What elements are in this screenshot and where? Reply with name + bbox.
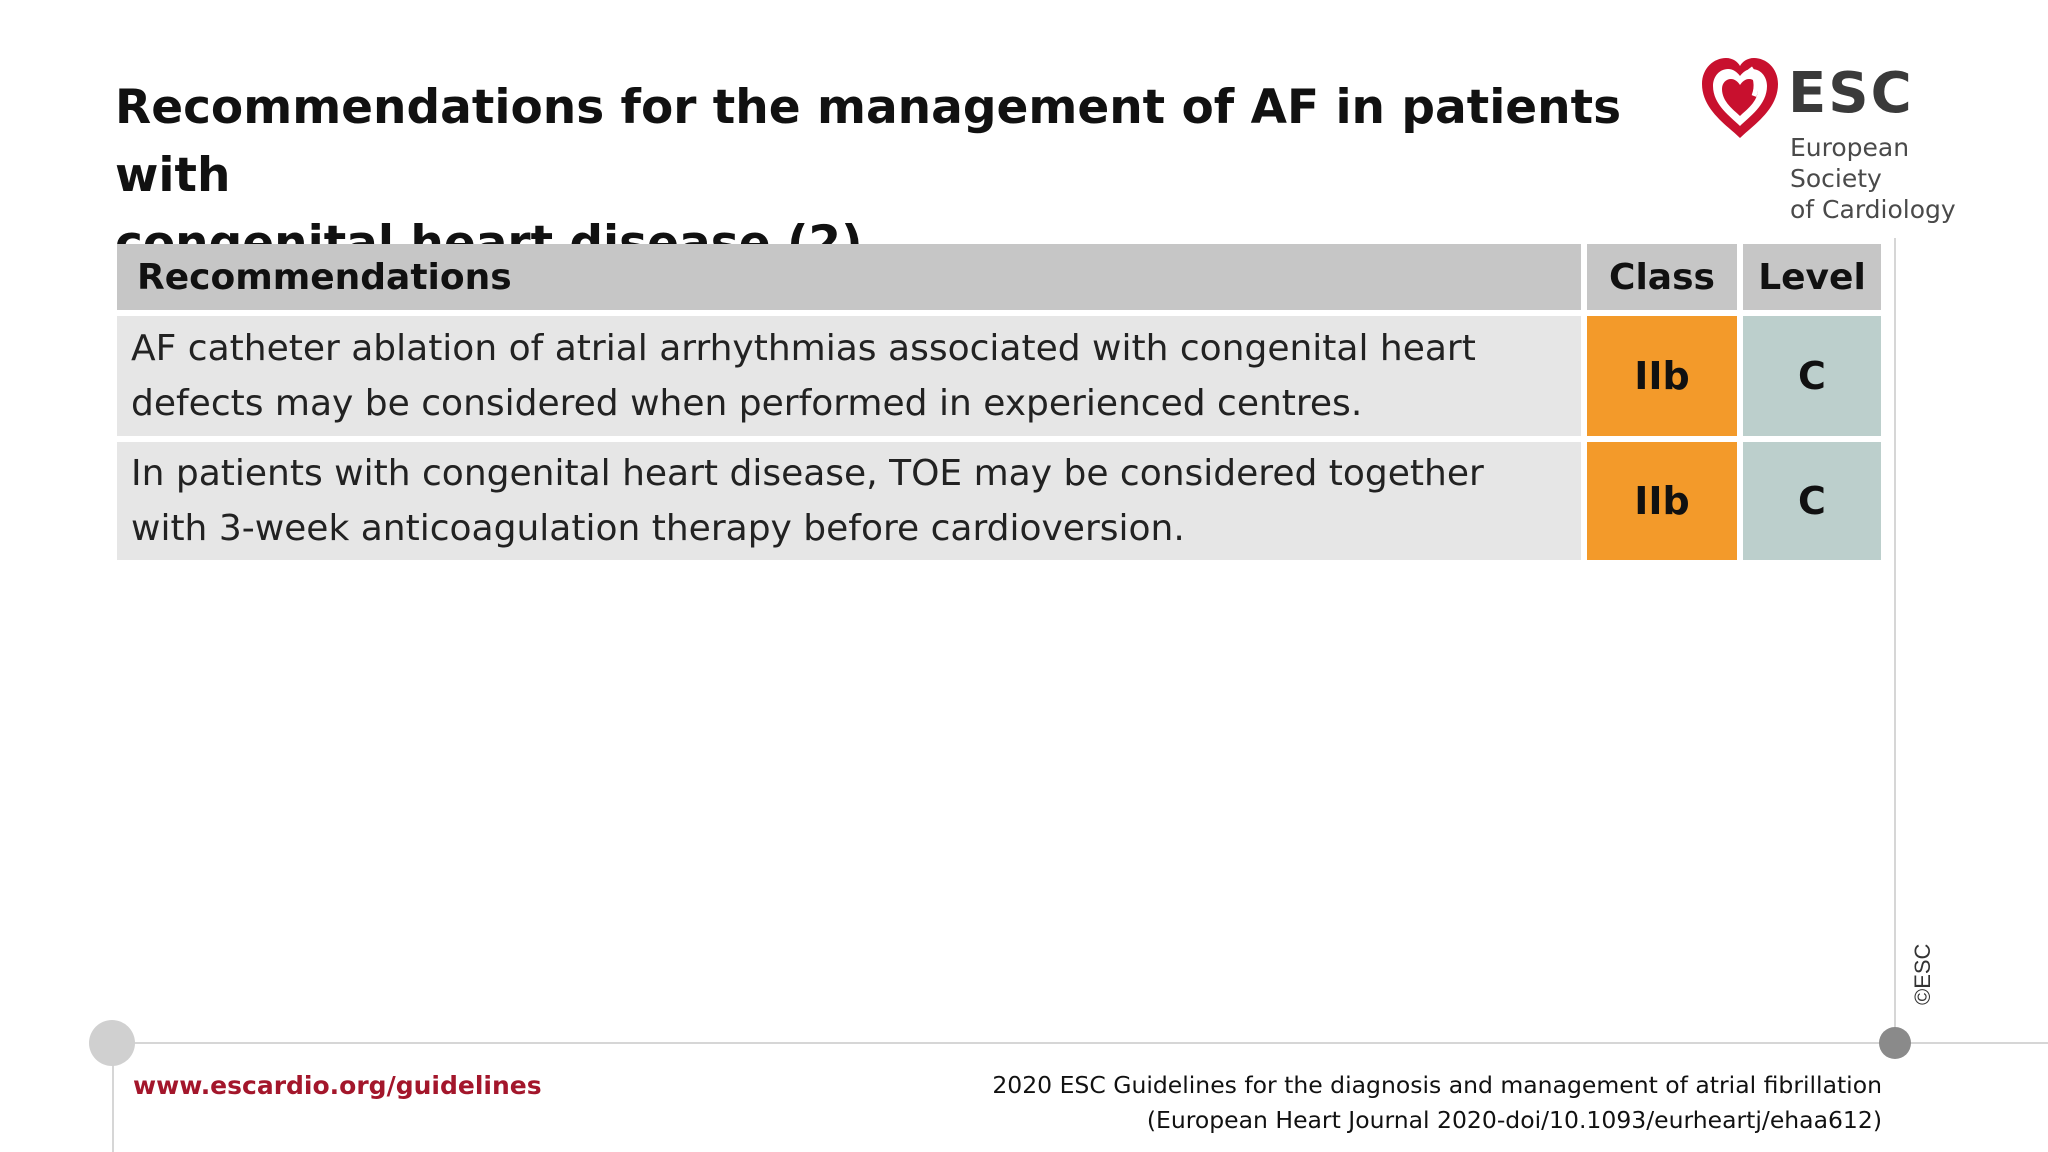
heart-logo-icon [1702, 58, 1778, 138]
level-badge: C [1743, 442, 1881, 560]
logo-name-line2: of Cardiology [1790, 195, 1956, 224]
footer-dot-right [1879, 1027, 1911, 1059]
class-badge: IIb [1587, 316, 1737, 436]
table-row-text: AF catheter ablation of atrial arrhythmi… [117, 316, 1581, 436]
recommendation-line: defects may be considered when performed… [131, 383, 1363, 424]
slide-title-line1: Recommendations for the management of AF… [115, 80, 1622, 203]
header-recommendations: Recommendations [117, 244, 1581, 310]
reference-line1: 2020 ESC Guidelines for the diagnosis an… [992, 1071, 1882, 1099]
reference-line2: (European Heart Journal 2020-doi/10.1093… [1146, 1106, 1882, 1134]
footer-divider [112, 1042, 2048, 1044]
logo-acronym: ESC [1788, 61, 1914, 126]
recommendation-line: with 3-week anticoagulation therapy befo… [131, 508, 1185, 549]
header-level: Level [1743, 244, 1881, 310]
logo-name-line1: European Society [1790, 133, 1910, 193]
header-class: Class [1587, 244, 1737, 310]
recommendation-text: AF catheter ablation of atrial arrhythmi… [131, 321, 1476, 431]
right-divider [1894, 238, 1896, 1044]
footer-vertical-divider [112, 1044, 114, 1152]
recommendation-line: AF catheter ablation of atrial arrhythmi… [131, 328, 1476, 369]
logo-organization-name: European Society of Cardiology [1790, 132, 2000, 225]
recommendation-text: In patients with congenital heart diseas… [131, 446, 1484, 556]
slide-title: Recommendations for the management of AF… [115, 74, 1645, 278]
recommendation-line: In patients with congenital heart diseas… [131, 453, 1484, 494]
table-row-text: In patients with congenital heart diseas… [117, 442, 1581, 560]
level-badge: C [1743, 316, 1881, 436]
class-badge: IIb [1587, 442, 1737, 560]
copyright-label: ©ESC [1910, 943, 1935, 1005]
guidelines-link[interactable]: www.escardio.org/guidelines [133, 1071, 542, 1100]
esc-logo: ESC European Society of Cardiology [1698, 56, 1998, 224]
footer-dot-left [89, 1020, 135, 1066]
footer-reference: 2020 ESC Guidelines for the diagnosis an… [992, 1068, 1882, 1138]
